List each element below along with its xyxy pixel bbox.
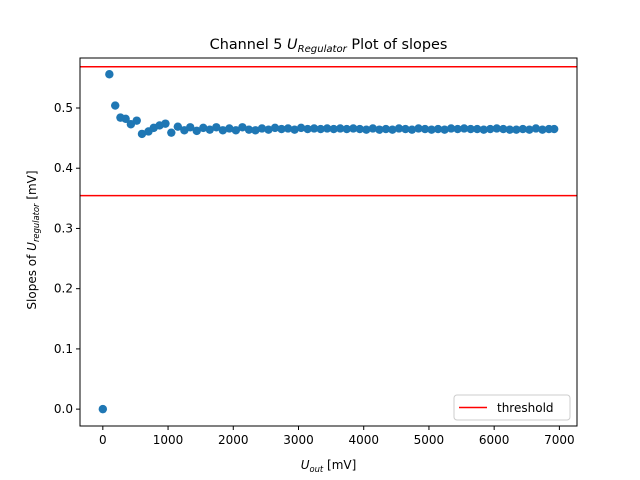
data-point xyxy=(257,124,267,133)
data-point xyxy=(316,124,325,134)
data-point xyxy=(283,124,293,133)
data-point xyxy=(251,126,260,135)
y-tick-label: 0.3 xyxy=(54,221,73,235)
data-point xyxy=(137,129,147,139)
data-point xyxy=(277,124,286,134)
data-point xyxy=(407,125,417,134)
data-point xyxy=(161,119,170,128)
data-point xyxy=(205,125,214,134)
plot-background xyxy=(80,58,577,426)
data-point xyxy=(322,124,332,133)
y-axis: 0.0 0.1 0.2 0.3 0.4 0.5 xyxy=(54,101,80,416)
data-point xyxy=(420,124,430,134)
data-point xyxy=(381,124,391,134)
plot-frame xyxy=(79,57,578,427)
x-tick-label: 6000 xyxy=(479,433,510,447)
x-tick-label: 5000 xyxy=(414,433,445,447)
chart-title: Channel 5 URegulator Plot of slopes xyxy=(210,37,448,55)
data-point xyxy=(427,125,436,134)
data-point xyxy=(173,122,183,131)
data-point xyxy=(512,125,521,134)
legend-label: threshold xyxy=(497,401,554,415)
data-point xyxy=(453,124,462,134)
data-point xyxy=(401,124,410,134)
data-point xyxy=(414,124,423,133)
data-point xyxy=(505,125,515,134)
data-point xyxy=(186,123,195,132)
y-tick-label: 0.5 xyxy=(54,101,73,115)
legend: threshold xyxy=(453,394,571,421)
data-point xyxy=(499,124,508,134)
data-point xyxy=(336,124,345,133)
data-point xyxy=(111,101,120,110)
y-tick-label: 0.2 xyxy=(54,282,73,296)
data-point xyxy=(98,404,108,414)
x-axis: 0 1000 2000 3000 4000 5000 6000 7000 xyxy=(99,426,575,447)
data-point xyxy=(531,124,541,133)
data-point xyxy=(167,128,176,137)
x-tick-label: 1000 xyxy=(153,433,184,447)
data-point xyxy=(349,124,358,133)
y-axis-label: Slopes of Uregulator [mV] xyxy=(25,170,41,309)
data-point xyxy=(218,126,228,135)
data-point xyxy=(525,125,534,134)
legend-box xyxy=(453,394,571,421)
x-tick-label: 7000 xyxy=(544,433,575,447)
data-point xyxy=(296,123,306,133)
data-point xyxy=(446,124,456,133)
plot-area xyxy=(79,57,578,427)
data-point xyxy=(355,124,365,134)
data-point xyxy=(105,70,114,79)
data-point xyxy=(362,125,371,134)
data-point xyxy=(199,123,208,133)
data-point xyxy=(238,123,247,132)
data-point xyxy=(342,124,351,134)
y-tick-label: 0.1 xyxy=(54,342,73,356)
data-point xyxy=(231,126,241,135)
data-point xyxy=(433,124,443,134)
data-point xyxy=(244,125,254,134)
data-point xyxy=(192,126,201,136)
data-point xyxy=(492,124,501,133)
y-tick-label: 0.4 xyxy=(54,161,73,175)
data-point xyxy=(264,125,273,134)
y-tick-label: 0.0 xyxy=(54,402,73,416)
data-point xyxy=(225,124,234,133)
data-point xyxy=(270,123,280,133)
data-point xyxy=(375,125,384,134)
data-point xyxy=(440,125,449,134)
x-axis-label: Uout [mV] xyxy=(301,458,357,474)
data-point xyxy=(212,123,221,132)
data-point xyxy=(132,116,141,125)
data-point xyxy=(473,124,482,134)
x-tick-label: 4000 xyxy=(348,433,379,447)
x-tick-label: 3000 xyxy=(283,433,314,447)
data-point xyxy=(479,125,488,134)
data-point xyxy=(368,124,378,133)
x-tick-label: 2000 xyxy=(218,433,249,447)
data-point xyxy=(121,114,130,124)
data-point xyxy=(303,124,312,134)
data-point xyxy=(388,125,397,134)
data-point xyxy=(549,124,559,134)
data-point xyxy=(466,124,475,134)
data-point xyxy=(290,125,299,134)
data-point xyxy=(518,124,528,134)
data-point xyxy=(309,124,319,133)
x-tick-label: 0 xyxy=(99,433,107,447)
data-point xyxy=(486,124,495,134)
data-point xyxy=(329,124,338,134)
data-point xyxy=(538,125,547,134)
data-point xyxy=(459,124,469,133)
data-point xyxy=(394,124,404,133)
